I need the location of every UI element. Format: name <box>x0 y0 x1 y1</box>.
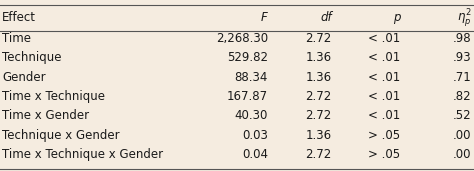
Text: 2,268.30: 2,268.30 <box>216 32 268 45</box>
Text: 2.72: 2.72 <box>306 109 332 122</box>
Text: .82: .82 <box>453 90 472 103</box>
Text: .93: .93 <box>453 51 472 64</box>
Text: 2.72: 2.72 <box>306 90 332 103</box>
Text: > .05: > .05 <box>368 148 401 161</box>
Text: 167.87: 167.87 <box>227 90 268 103</box>
Text: 40.30: 40.30 <box>235 109 268 122</box>
Text: 529.82: 529.82 <box>227 51 268 64</box>
Text: df: df <box>320 11 332 24</box>
Text: 2.72: 2.72 <box>306 32 332 45</box>
Text: $\eta^2_p$: $\eta^2_p$ <box>457 7 472 29</box>
Text: 88.34: 88.34 <box>235 71 268 84</box>
Text: 2.72: 2.72 <box>306 148 332 161</box>
Text: < .01: < .01 <box>368 51 401 64</box>
Text: 0.04: 0.04 <box>242 148 268 161</box>
Text: Technique x Gender: Technique x Gender <box>2 129 120 142</box>
Text: .00: .00 <box>453 148 472 161</box>
Text: .71: .71 <box>453 71 472 84</box>
Text: p: p <box>393 11 401 24</box>
Text: .52: .52 <box>453 109 472 122</box>
Text: F: F <box>261 11 268 24</box>
Text: 1.36: 1.36 <box>306 129 332 142</box>
Text: < .01: < .01 <box>368 109 401 122</box>
Text: > .05: > .05 <box>368 129 401 142</box>
Text: Gender: Gender <box>2 71 46 84</box>
Text: Technique: Technique <box>2 51 62 64</box>
Text: 1.36: 1.36 <box>306 71 332 84</box>
Text: 0.03: 0.03 <box>242 129 268 142</box>
Text: < .01: < .01 <box>368 71 401 84</box>
Text: 1.36: 1.36 <box>306 51 332 64</box>
Text: .00: .00 <box>453 129 472 142</box>
Text: Time x Technique x Gender: Time x Technique x Gender <box>2 148 164 161</box>
Text: Time x Gender: Time x Gender <box>2 109 90 122</box>
Text: Time: Time <box>2 32 31 45</box>
Text: Time x Technique: Time x Technique <box>2 90 105 103</box>
Text: < .01: < .01 <box>368 90 401 103</box>
Text: .98: .98 <box>453 32 472 45</box>
Text: < .01: < .01 <box>368 32 401 45</box>
Text: Effect: Effect <box>2 11 36 24</box>
